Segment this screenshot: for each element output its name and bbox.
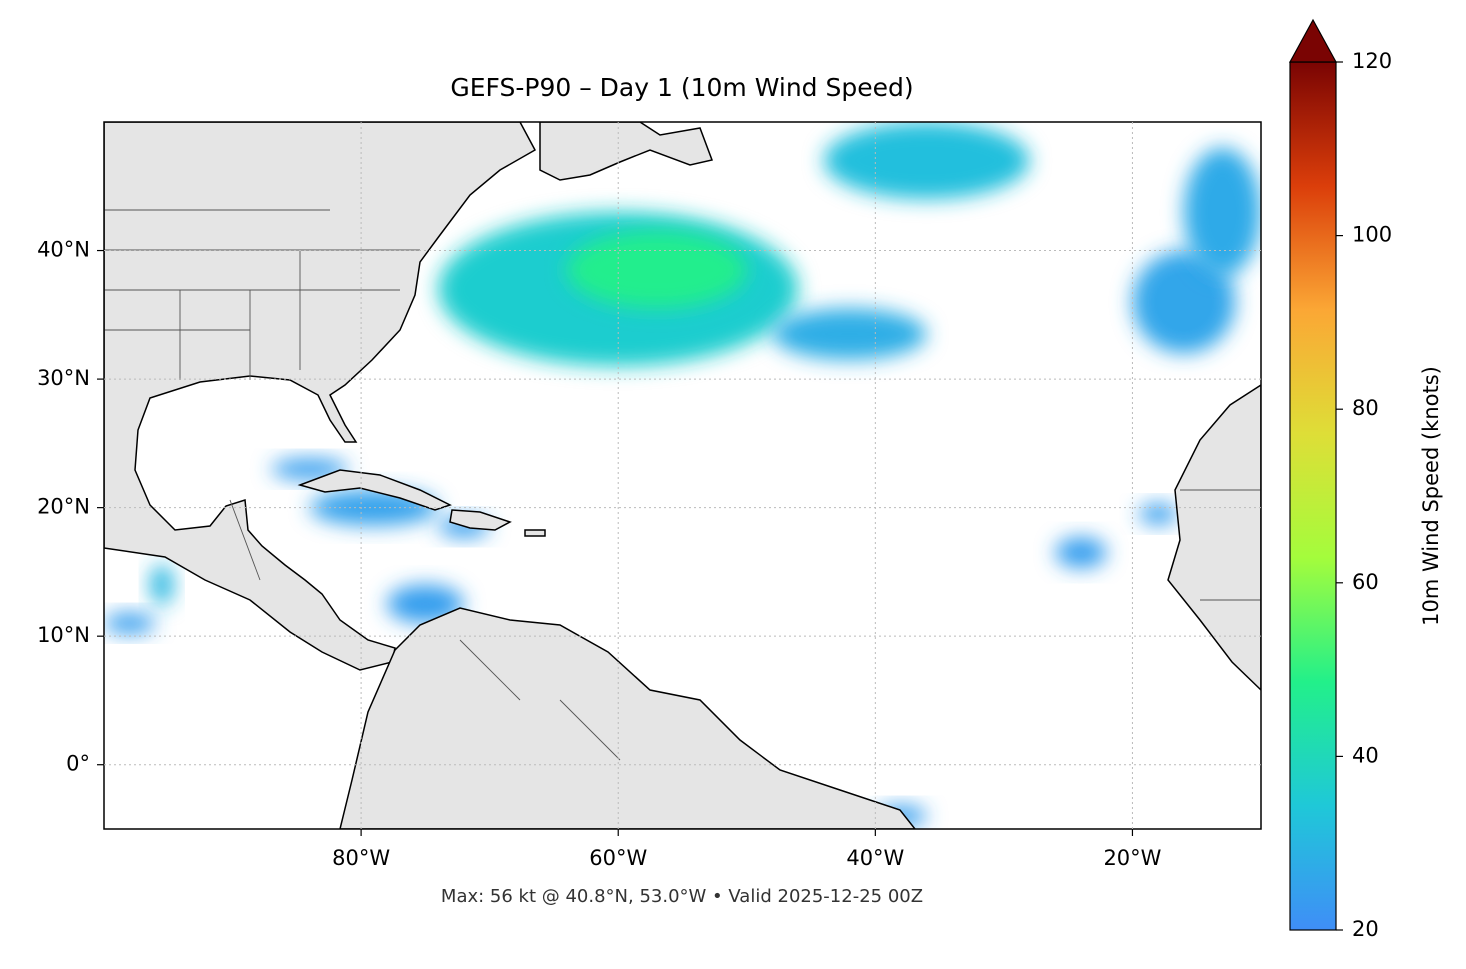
cuba xyxy=(297,469,452,511)
x-tick-label: 80°W xyxy=(332,846,390,870)
wind-region xyxy=(386,584,464,624)
wind-region xyxy=(823,122,1030,200)
map-frame xyxy=(103,121,1262,830)
puerto-rico xyxy=(524,529,546,537)
wind-region xyxy=(772,308,927,360)
wind-region xyxy=(566,231,747,309)
x-tick-label: 60°W xyxy=(589,846,647,870)
colorbar-tick-label: 60 xyxy=(1352,570,1379,594)
colorbar xyxy=(1289,61,1337,931)
colorbar-tick-label: 120 xyxy=(1352,49,1392,73)
y-tick-label: 0° xyxy=(66,752,90,776)
wind-region xyxy=(1055,537,1107,569)
wind-region xyxy=(104,613,156,634)
colorbar-tick-label: 40 xyxy=(1352,743,1379,767)
colorbar-label: 10m Wind Speed (knots) xyxy=(1419,366,1443,626)
north-america xyxy=(104,122,537,671)
colorbar-tick-label: 80 xyxy=(1352,396,1379,420)
y-tick-label: 10°N xyxy=(37,623,90,647)
wind-region xyxy=(1183,147,1261,277)
wind-region xyxy=(1138,503,1178,525)
y-tick-label: 40°N xyxy=(37,238,90,262)
south-america xyxy=(339,607,916,829)
colorbar-extend-arrow xyxy=(1288,18,1338,63)
map-title: GEFS-P90 – Day 1 (10m Wind Speed) xyxy=(450,73,913,102)
wind-region xyxy=(150,564,174,606)
wind-region xyxy=(1132,250,1236,354)
x-tick-label: 40°W xyxy=(846,846,904,870)
land-layer xyxy=(104,122,1261,829)
y-tick-label: 20°N xyxy=(37,495,90,519)
state-borders xyxy=(104,209,1261,761)
colorbar-tick-label: 20 xyxy=(1352,917,1379,941)
africa xyxy=(1167,384,1261,692)
hispaniola xyxy=(449,509,512,531)
map-annotation: Max: 56 kt @ 40.8°N, 53.0°W • Valid 2025… xyxy=(441,886,923,907)
y-tick-label: 30°N xyxy=(37,366,90,390)
x-tick-label: 20°W xyxy=(1103,846,1161,870)
colorbar-tick-label: 100 xyxy=(1352,223,1392,247)
canada-maritimes xyxy=(539,122,714,181)
